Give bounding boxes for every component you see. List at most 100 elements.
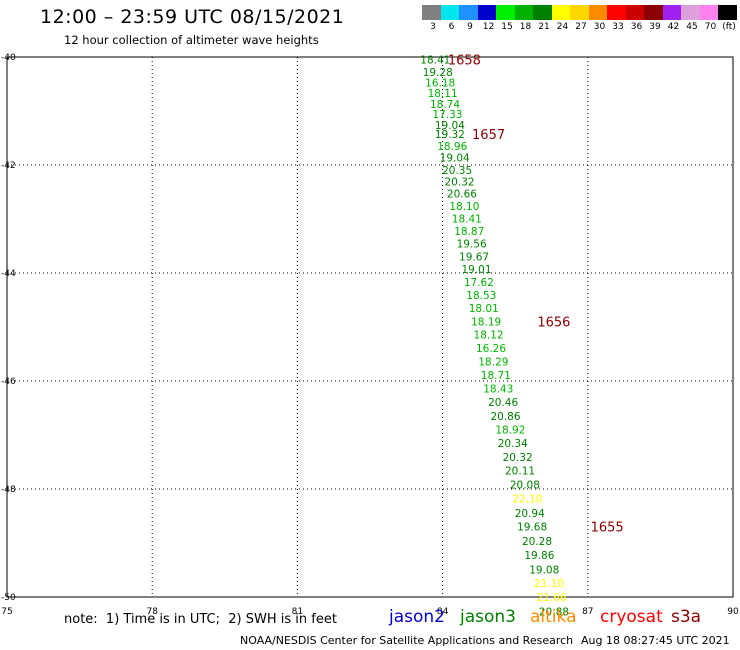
wave-height-label: 20.32 <box>503 452 533 464</box>
wave-height-label: 20.94 <box>515 508 545 520</box>
legend-swatch <box>718 5 737 20</box>
legend-swatch <box>514 5 533 20</box>
wave-height-label: 19.68 <box>517 521 547 533</box>
wave-height-label: 20.46 <box>488 397 518 409</box>
x-tick-label: 75 <box>1 607 12 617</box>
wave-height-label: 19.08 <box>529 564 559 576</box>
satellite-legend-jason3: jason3 <box>460 607 516 627</box>
legend-swatch <box>699 5 718 20</box>
wave-height-label: 18.43 <box>483 384 513 396</box>
x-tick-label: 87 <box>582 607 593 617</box>
x-tick-label: 78 <box>146 607 158 617</box>
legend-label: 45 <box>686 22 698 32</box>
wave-height-label: 18.71 <box>481 370 511 382</box>
legend-label: 9 <box>467 22 473 32</box>
wave-height-label: 18.96 <box>437 141 467 153</box>
y-tick-label: -50 <box>1 593 16 603</box>
wave-height-label: 20.86 <box>490 411 520 423</box>
legend-swatch <box>662 5 681 20</box>
wave-height-label: 18.11 <box>428 88 458 100</box>
wave-height-label: 18.29 <box>478 357 508 369</box>
pass-time-label: 1657 <box>472 128 505 143</box>
pass-time-label: 1656 <box>537 316 570 331</box>
legend-swatch <box>588 5 607 20</box>
generation-timestamp: Aug 18 08:27:45 UTC 2021 <box>581 634 730 647</box>
legend-swatch <box>644 5 663 20</box>
x-tick-label: 81 <box>292 607 303 617</box>
wave-height-label: 20.35 <box>442 165 472 177</box>
wave-height-label: 18.12 <box>474 330 504 342</box>
legend-label: 24 <box>556 22 569 32</box>
legend-label: 3 <box>430 22 436 32</box>
wave-height-label: 18.01 <box>469 303 499 315</box>
pass-time-label: 1655 <box>591 520 624 535</box>
y-tick-label: -46 <box>1 377 16 387</box>
wave-height-label: 18.41 <box>452 213 482 225</box>
legend-swatch <box>625 5 644 20</box>
wave-height-label: 16.26 <box>476 343 506 355</box>
satellite-legend-jason2: jason2 <box>389 607 445 627</box>
x-tick-label: 90 <box>727 607 739 617</box>
pass-time-label: 1658 <box>448 54 481 69</box>
wave-height-label: 20.32 <box>445 177 475 189</box>
wave-height-label: 20.28 <box>522 536 552 548</box>
wave-height-label: 19.67 <box>459 251 489 263</box>
wave-height-label: 16.18 <box>425 77 455 89</box>
legend-swatch <box>459 5 478 20</box>
wave-height-label: 17.33 <box>432 109 462 121</box>
wave-height-label: 20.11 <box>505 466 535 478</box>
wave-height-label: 18.87 <box>454 226 484 238</box>
credit-line: NOAA/NESDIS Center for Satellite Applica… <box>240 634 574 647</box>
wave-height-label: 22.10 <box>512 494 542 506</box>
wave-height-label: 21.10 <box>534 578 564 590</box>
wave-height-label: 20.34 <box>498 438 528 450</box>
legend-label: 39 <box>649 22 661 32</box>
satellite-legend-s3a: s3a <box>671 607 702 627</box>
x-tick-label: 84 <box>437 607 449 617</box>
wave-height-label: 20.66 <box>447 189 477 201</box>
y-tick-label: -42 <box>1 161 16 171</box>
footer-note: note: 1) Time is in UTC; 2) SWH is in fe… <box>64 612 337 627</box>
legend-swatch <box>422 5 441 20</box>
wave-height-label: 19.86 <box>524 550 554 562</box>
legend-unit: (ft) <box>722 22 736 32</box>
satellite-legend-cryosat: cryosat <box>600 607 663 627</box>
legend-swatch <box>681 5 700 20</box>
satellite-legend-altika: altika <box>530 607 577 627</box>
wave-height-label: 18.10 <box>449 201 479 213</box>
wave-height-label: 19.56 <box>457 238 487 250</box>
legend-label: 27 <box>575 22 587 32</box>
wave-height-label: 21.66 <box>536 592 566 604</box>
chart-subtitle: 12 hour collection of altimeter wave hei… <box>64 33 319 47</box>
legend-label: 70 <box>704 22 717 32</box>
legend-label: 18 <box>519 22 532 32</box>
wave-height-label: 19.04 <box>440 152 470 164</box>
legend-label: 42 <box>667 22 680 32</box>
wave-height-label: 18.92 <box>495 425 525 437</box>
legend-swatch <box>551 5 570 20</box>
wave-height-label: 19.32 <box>435 129 465 141</box>
legend-swatch <box>477 5 496 20</box>
legend-label: 6 <box>448 22 455 32</box>
legend-swatch <box>496 5 515 20</box>
wave-height-label: 20.08 <box>510 480 540 492</box>
legend-label: 30 <box>593 22 606 32</box>
wave-height-label: 19.28 <box>423 67 453 79</box>
wave-height-label: 18.41 <box>420 55 450 67</box>
y-tick-label: -40 <box>1 53 16 63</box>
wave-height-label: 17.62 <box>464 277 494 289</box>
y-tick-label: -44 <box>1 269 16 279</box>
plot-frame <box>6 56 734 598</box>
legend-label: 15 <box>501 22 513 32</box>
wave-height-label: 18.53 <box>466 290 496 302</box>
wave-height-label: 19.01 <box>461 264 491 276</box>
wave-height-label: 18.74 <box>430 99 460 111</box>
legend-swatch <box>607 5 626 20</box>
legend-label: 33 <box>612 22 624 32</box>
wave-height-label: 20.88 <box>539 607 569 619</box>
legend-swatch <box>570 5 589 20</box>
wave-height-label: 18.19 <box>471 317 501 329</box>
legend-swatch <box>533 5 552 20</box>
legend-swatch <box>440 5 459 20</box>
